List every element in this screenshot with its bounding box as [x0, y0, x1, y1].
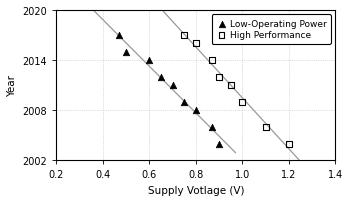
Low-Operating Power: [181, 101, 187, 104]
High Performance: [228, 84, 233, 87]
High Performance: [209, 59, 215, 62]
Y-axis label: Year: Year: [7, 75, 17, 97]
Low-Operating Power: [147, 59, 152, 62]
Low-Operating Power: [193, 109, 199, 112]
X-axis label: Supply Votlage (V): Supply Votlage (V): [148, 185, 244, 195]
Low-Operating Power: [216, 142, 222, 146]
Low-Operating Power: [209, 126, 215, 129]
High Performance: [193, 43, 199, 46]
High Performance: [216, 76, 222, 79]
Low-Operating Power: [123, 51, 129, 54]
High Performance: [286, 142, 292, 146]
High Performance: [240, 101, 245, 104]
High Performance: [181, 34, 187, 37]
Low-Operating Power: [170, 84, 175, 87]
Legend: Low-Operating Power, High Performance: Low-Operating Power, High Performance: [212, 15, 331, 44]
Low-Operating Power: [116, 34, 122, 37]
High Performance: [263, 126, 268, 129]
Low-Operating Power: [158, 76, 164, 79]
